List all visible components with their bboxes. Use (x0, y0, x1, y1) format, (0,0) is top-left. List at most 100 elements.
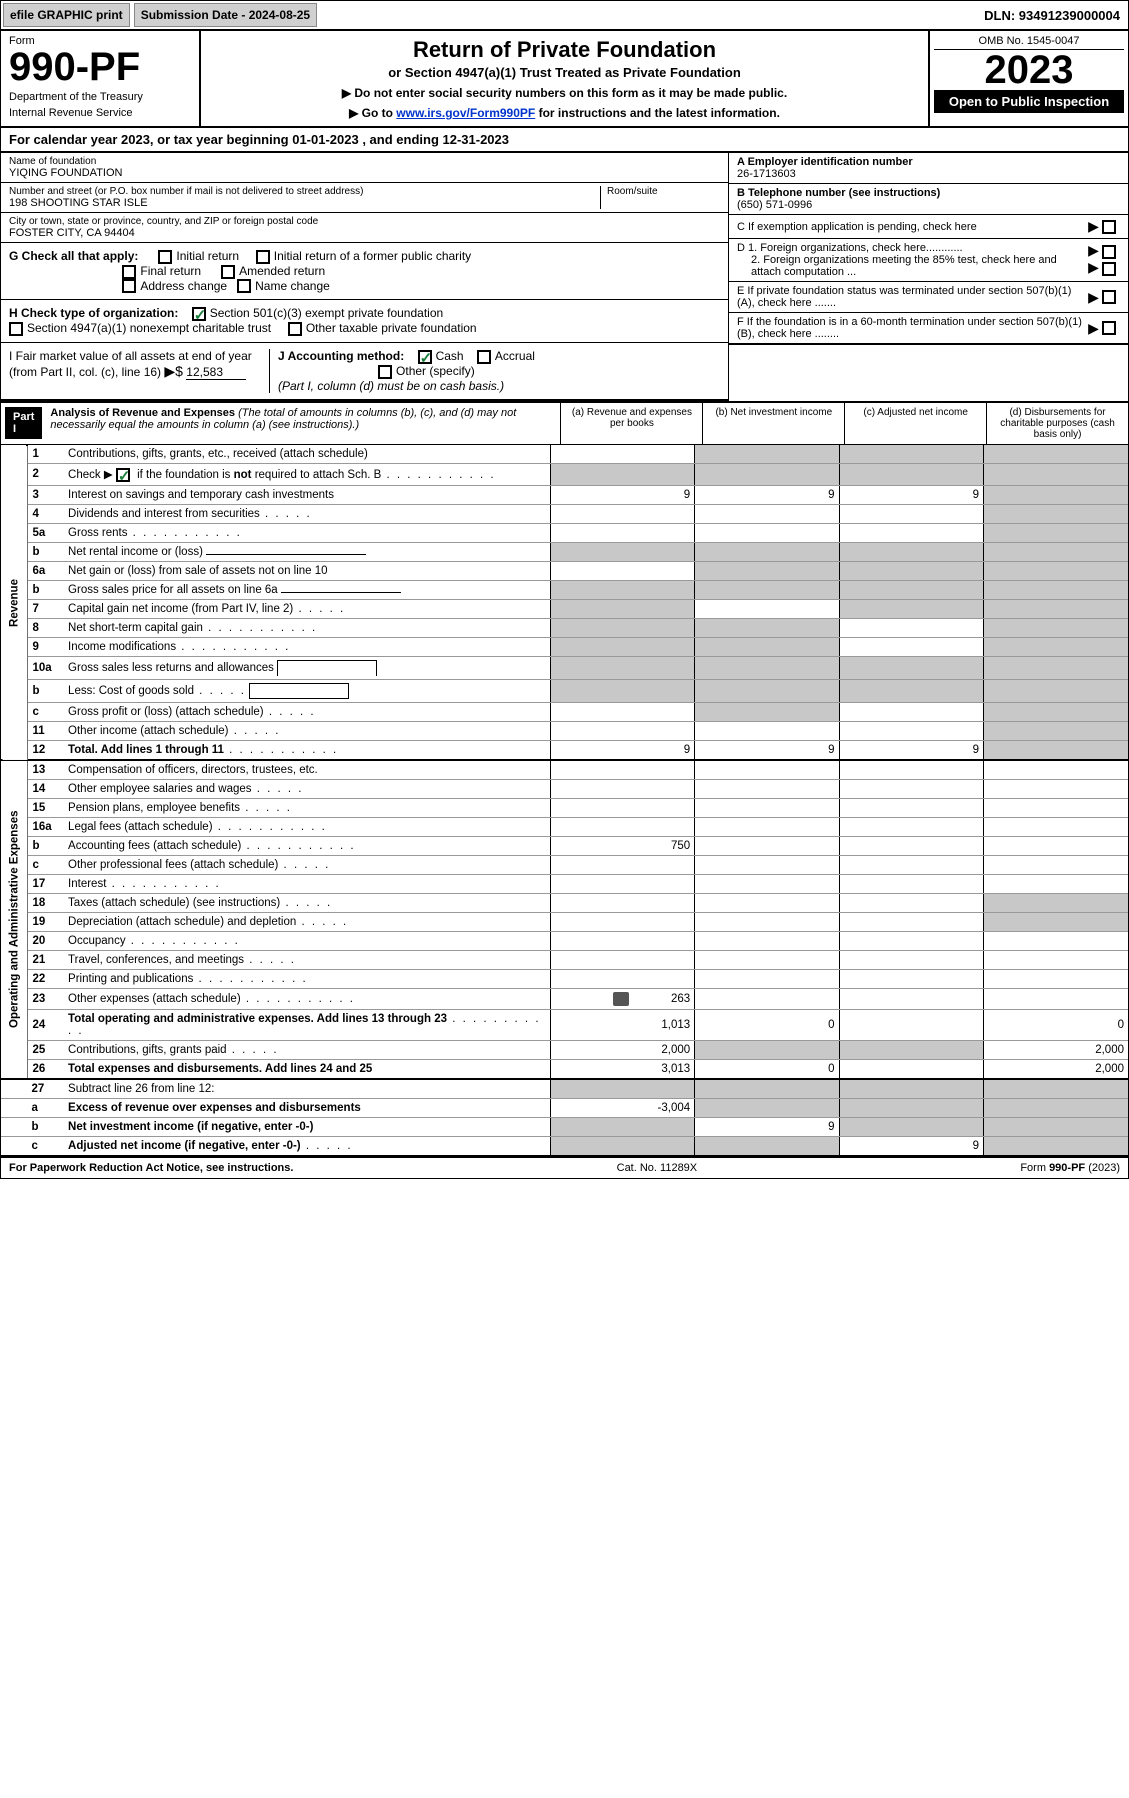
address-row: Number and street (or P.O. box number if… (1, 183, 728, 213)
col-d-head: (d) Disbursements for charitable purpose… (986, 403, 1128, 444)
line-15-num: 15 (27, 798, 64, 817)
g-check-row: G Check all that apply: Initial return I… (1, 243, 728, 300)
line-11-desc: Other income (attach schedule) (64, 721, 550, 740)
phone-value: (650) 571-0996 (737, 199, 812, 211)
row-21: 21Travel, conferences, and meetings (1, 950, 1128, 969)
line-4-num: 4 (27, 504, 64, 523)
row-27c: cAdjusted net income (if negative, enter… (1, 1136, 1128, 1156)
4947-checkbox[interactable] (9, 322, 23, 336)
line-25-a: 2,000 (550, 1040, 694, 1059)
line-27-b (695, 1079, 839, 1099)
form-number: 990-PF (9, 47, 191, 87)
accrual-checkbox[interactable] (477, 350, 491, 364)
line-27b-a (550, 1117, 694, 1136)
line-12-num: 12 (27, 740, 64, 760)
row-27b: bNet investment income (if negative, ent… (1, 1117, 1128, 1136)
line-22-c (839, 969, 983, 988)
line-4-b (695, 504, 839, 523)
line-7-a (550, 599, 694, 618)
line-15-desc: Pension plans, employee benefits (64, 798, 550, 817)
amended-checkbox[interactable] (221, 265, 235, 279)
schedule-icon[interactable] (613, 992, 629, 1006)
revenue-side-label: Revenue (1, 445, 27, 760)
line-22-d (984, 969, 1129, 988)
line-9-b (695, 637, 839, 656)
d-row: D 1. Foreign organizations, check here..… (729, 239, 1128, 282)
e-row: E If private foundation status was termi… (729, 282, 1128, 313)
dept-treasury: Department of the Treasury (9, 91, 191, 103)
calendar-year-line: For calendar year 2023, or tax year begi… (1, 128, 1128, 153)
row-5b: bNet rental income or (loss) (1, 542, 1128, 561)
final-return-checkbox[interactable] (122, 265, 136, 279)
g-label: G Check all that apply: (9, 249, 138, 263)
opt-other-method: Other (specify) (396, 364, 475, 378)
row-6a: 6aNet gain or (loss) from sale of assets… (1, 561, 1128, 580)
line-6b-b (695, 580, 839, 599)
line-10b-desc: Less: Cost of goods sold (64, 679, 550, 702)
line-19-d (984, 912, 1129, 931)
row-10b: bLess: Cost of goods sold (1, 679, 1128, 702)
line-14-d (984, 779, 1129, 798)
info-left: Name of foundation YIQING FOUNDATION Num… (1, 153, 728, 401)
address-change-checkbox[interactable] (122, 279, 136, 293)
submission-date: Submission Date - 2024-08-25 (134, 3, 317, 27)
row-10a: 10aGross sales less returns and allowanc… (1, 656, 1128, 679)
year-block: OMB No. 1545-0047 2023 Open to Public In… (928, 31, 1128, 126)
line-22-num: 22 (27, 969, 64, 988)
d1-checkbox[interactable] (1102, 245, 1116, 259)
line-23-a: 263 (550, 988, 694, 1009)
line-5b-b (695, 542, 839, 561)
j-label: J Accounting method: (278, 349, 404, 363)
line-16c-d (984, 855, 1129, 874)
line-27c-num: c (27, 1136, 64, 1156)
city-label: City or town, state or province, country… (9, 216, 720, 227)
other-method-checkbox[interactable] (378, 365, 392, 379)
top-bar: efile GRAPHIC print Submission Date - 20… (1, 1, 1128, 31)
501c3-checkbox[interactable] (192, 307, 206, 321)
j-note: (Part I, column (d) must be on cash basi… (278, 379, 504, 393)
footer-right: Form 990-PF (2023) (1020, 1162, 1120, 1174)
row-7: 7Capital gain net income (from Part IV, … (1, 599, 1128, 618)
i-block: I Fair market value of all assets at end… (9, 349, 269, 393)
c-checkbox[interactable] (1102, 220, 1116, 234)
sch-b-checkbox[interactable] (116, 468, 130, 482)
line-22-b (695, 969, 839, 988)
line-10a-num: 10a (27, 656, 64, 679)
initial-return-checkbox[interactable] (158, 250, 172, 264)
d2-checkbox[interactable] (1102, 262, 1116, 276)
line-19-a (550, 912, 694, 931)
cash-checkbox[interactable] (418, 350, 432, 364)
efile-print-button[interactable]: efile GRAPHIC print (3, 3, 130, 27)
f-checkbox[interactable] (1102, 321, 1116, 335)
row-12: 12Total. Add lines 1 through 11999 (1, 740, 1128, 760)
ein-row: A Employer identification number 26-1713… (729, 153, 1128, 184)
line-6b-desc: Gross sales price for all assets on line… (64, 580, 550, 599)
line-23-num: 23 (27, 988, 64, 1009)
name-change-checkbox[interactable] (237, 279, 251, 293)
footer-left: For Paperwork Reduction Act Notice, see … (9, 1162, 293, 1174)
other-taxable-checkbox[interactable] (288, 322, 302, 336)
e-arrow: ▶ (1088, 289, 1099, 306)
part1-badge: Part I (5, 407, 42, 439)
line-16b-d (984, 836, 1129, 855)
col-a-head: (a) Revenue and expenses per books (560, 403, 702, 444)
line-5a-num: 5a (27, 523, 64, 542)
dept-irs: Internal Revenue Service (9, 107, 191, 119)
e-checkbox[interactable] (1102, 290, 1116, 304)
part1-title: Analysis of Revenue and Expenses (50, 407, 235, 419)
line-3-d (984, 485, 1129, 504)
line-21-b (695, 950, 839, 969)
line-24-d: 0 (984, 1009, 1129, 1040)
row-16c: cOther professional fees (attach schedul… (1, 855, 1128, 874)
line-27b-d (984, 1117, 1129, 1136)
line-10c-b (695, 702, 839, 721)
initial-former-checkbox[interactable] (256, 250, 270, 264)
line-6b-a (550, 580, 694, 599)
line-7-c (839, 599, 983, 618)
d2-label: 2. Foreign organizations meeting the 85%… (737, 254, 1088, 278)
line-10b-a (550, 679, 694, 702)
line-16b-desc: Accounting fees (attach schedule) (64, 836, 550, 855)
row-27: 27Subtract line 26 from line 12: (1, 1079, 1128, 1099)
irs-link[interactable]: www.irs.gov/Form990PF (396, 106, 535, 120)
line-18-a (550, 893, 694, 912)
